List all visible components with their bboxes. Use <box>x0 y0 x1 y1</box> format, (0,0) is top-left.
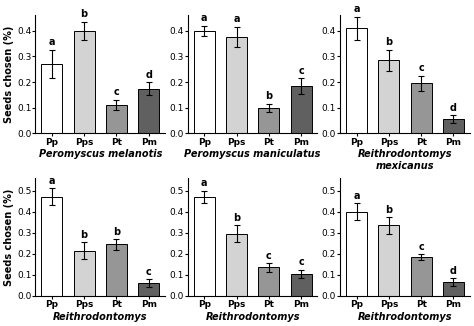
X-axis label: Peromyscus maniculatus: Peromyscus maniculatus <box>184 149 321 159</box>
Text: c: c <box>418 242 424 252</box>
Text: c: c <box>418 63 424 73</box>
Text: a: a <box>233 14 240 24</box>
Bar <box>346 28 367 133</box>
Bar <box>106 244 127 296</box>
Bar <box>194 197 215 296</box>
X-axis label: Reithrodontomys: Reithrodontomys <box>53 312 147 322</box>
Bar <box>346 212 367 296</box>
Text: d: d <box>450 266 457 276</box>
Text: b: b <box>385 37 392 48</box>
Bar <box>106 105 127 133</box>
Bar <box>73 31 95 133</box>
Bar <box>226 37 247 133</box>
X-axis label: Reithrodontomys
mexicanus: Reithrodontomys mexicanus <box>358 149 452 171</box>
Bar <box>410 257 432 296</box>
Text: b: b <box>81 9 88 19</box>
Text: c: c <box>298 66 304 76</box>
Y-axis label: Seeds chosen (%): Seeds chosen (%) <box>4 188 14 286</box>
Bar <box>138 89 159 133</box>
Bar <box>443 119 464 133</box>
Bar <box>378 225 400 296</box>
Bar <box>378 60 400 133</box>
Text: a: a <box>49 176 55 186</box>
Text: b: b <box>265 91 273 101</box>
Bar <box>41 64 63 133</box>
Text: a: a <box>201 13 208 23</box>
Bar <box>410 83 432 133</box>
Bar <box>138 283 159 296</box>
Text: a: a <box>201 178 208 188</box>
Text: b: b <box>233 213 240 223</box>
Bar <box>291 274 311 296</box>
Text: b: b <box>385 205 392 215</box>
Bar <box>258 108 279 133</box>
Bar <box>291 86 311 133</box>
Text: d: d <box>450 103 457 113</box>
X-axis label: Reithrodontomys: Reithrodontomys <box>205 312 300 322</box>
Text: c: c <box>146 267 152 277</box>
Bar <box>41 197 63 296</box>
Text: c: c <box>266 251 272 261</box>
Text: c: c <box>298 258 304 267</box>
X-axis label: Peromyscus melanotis: Peromyscus melanotis <box>38 149 162 159</box>
Text: a: a <box>49 37 55 48</box>
Text: a: a <box>353 4 360 14</box>
Bar <box>258 267 279 296</box>
X-axis label: Reithrodontomys: Reithrodontomys <box>358 312 452 322</box>
Bar <box>73 251 95 296</box>
Text: c: c <box>114 87 119 97</box>
Y-axis label: Seeds chosen (%): Seeds chosen (%) <box>4 26 14 123</box>
Bar <box>226 234 247 296</box>
Text: d: d <box>145 69 152 80</box>
Text: a: a <box>353 191 360 201</box>
Bar <box>443 282 464 296</box>
Text: b: b <box>81 230 88 240</box>
Text: b: b <box>113 227 120 237</box>
Bar <box>194 31 215 133</box>
